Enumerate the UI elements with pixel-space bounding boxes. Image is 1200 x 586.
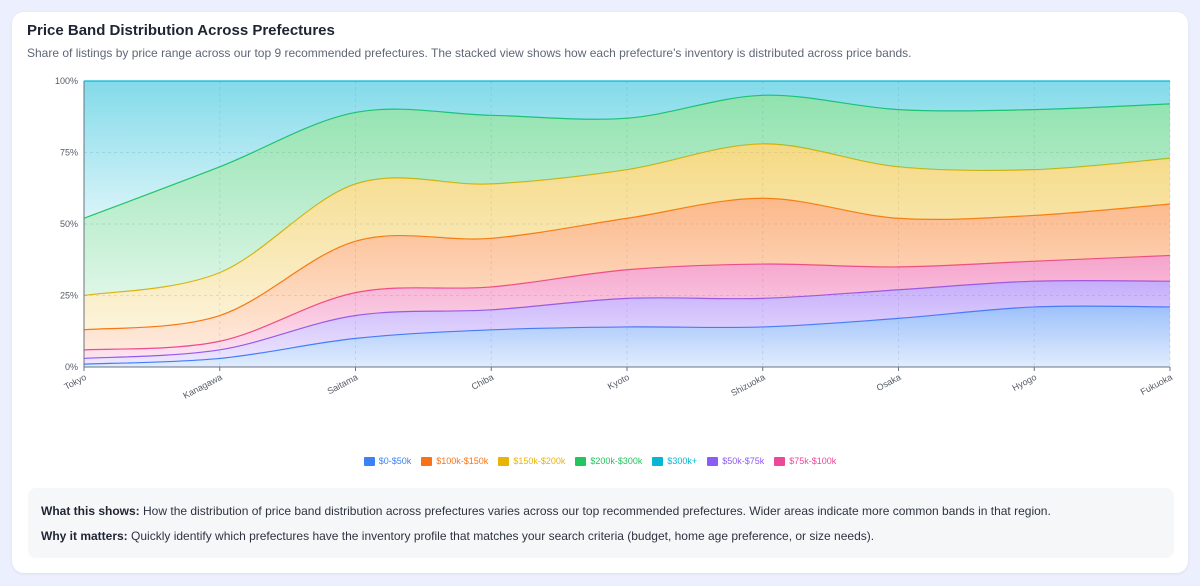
info-box: What this shows: How the distribution of… [28,488,1174,558]
info-why-text: Quickly identify which prefectures have … [131,529,875,543]
x-tick-label: Tokyo [62,372,87,392]
y-tick-label: 25% [60,291,78,301]
legend-swatch [498,456,510,466]
legend-swatch [652,456,664,466]
chart-subtitle: Share of listings by price range across … [27,46,912,60]
legend-label: $75k-$100k [789,456,837,466]
y-tick-label: 0% [65,362,78,372]
legend-item[interactable]: $50k-$75k [707,456,764,466]
legend-label: $50k-$75k [722,456,765,466]
x-tick-label: Fukuoka [1139,372,1174,397]
y-tick-label: 50% [60,219,78,229]
series-area[interactable] [84,81,1170,219]
legend-item[interactable]: $200k-$300k [575,456,642,466]
area-chart: 0% 25% 50% 75% 100% Tokyo Kanagawa Saitama Chiba… [55,76,1174,401]
legend-swatch [774,456,786,466]
x-tick-label: Shizuoka [729,372,766,398]
series-area[interactable] [84,198,1170,350]
x-tick-label: Osaka [875,372,903,393]
chart-title: Price Band Distribution Across Prefectur… [27,22,335,39]
info-why-label: Why it matters: [41,529,128,543]
legend-swatch [363,456,375,466]
legend-item[interactable]: $0-$50k [363,456,412,466]
x-tick-label: Chiba [470,372,495,392]
series-area[interactable] [84,280,1170,365]
legend-item[interactable]: $150k-$200k [498,456,565,466]
legend-swatch [575,456,587,466]
y-tick-label: 75% [60,148,78,158]
legend-label: $100k-$150k [436,456,489,466]
legend-label: $150k-$200k [513,456,566,466]
info-why: Why it matters: Quickly identify which p… [41,529,874,543]
area-layer [83,80,1171,367]
x-tick-label: Kanagawa [181,372,223,401]
x-tick-label: Hyogo [1011,372,1039,393]
legend-item[interactable]: $75k-$100k [774,456,836,466]
chart-legend: $0-$50k $100k-$150k $150k-$200k $200k-$300k… [12,456,1188,466]
legend-item[interactable]: $300k+ [652,456,697,466]
x-tick-label: Saitama [326,372,360,396]
info-what-text: How the distribution of price band distr… [143,504,1051,518]
info-what-label: What this shows: [41,504,140,518]
legend-item[interactable]: $100k-$150k [421,456,488,466]
series-area[interactable] [84,143,1170,330]
legend-swatch [707,456,719,466]
legend-label: $300k+ [667,456,698,466]
series-area[interactable] [84,95,1170,296]
info-what: What this shows: How the distribution of… [41,504,1051,518]
series-area[interactable] [84,306,1170,367]
legend-label: $200k-$300k [590,456,643,466]
series-area[interactable] [84,255,1170,359]
chart-card: Price Band Distribution Across Prefectur… [12,12,1188,573]
legend-label: $0-$50k [378,456,412,466]
legend-swatch [421,456,433,466]
y-tick-label: 100% [55,76,78,86]
x-tick-label: Kyoto [606,372,631,392]
